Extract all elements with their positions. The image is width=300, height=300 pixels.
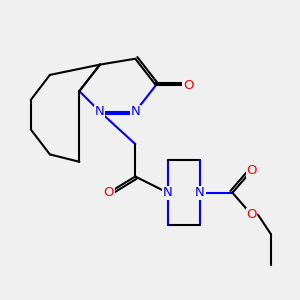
- Text: N: N: [195, 186, 205, 199]
- Text: N: N: [130, 105, 140, 118]
- Text: O: O: [103, 186, 114, 199]
- Text: O: O: [183, 79, 194, 92]
- Text: N: N: [163, 186, 172, 199]
- Text: O: O: [246, 164, 257, 177]
- Text: O: O: [246, 208, 257, 221]
- Text: N: N: [95, 105, 105, 118]
